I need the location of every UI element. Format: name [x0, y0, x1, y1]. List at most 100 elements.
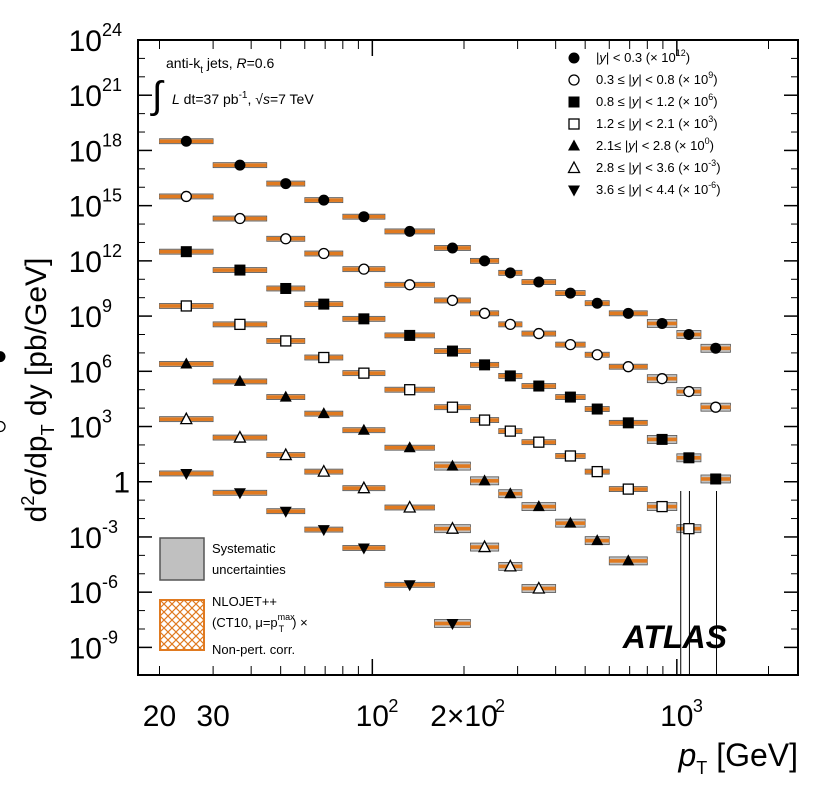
annotation-line-1: anti-kt jets, R=0.6	[166, 55, 274, 76]
data-point	[478, 474, 491, 486]
data-point	[280, 335, 292, 347]
data-point	[591, 534, 604, 546]
y-tick-label: 10	[69, 632, 102, 665]
systematic-swatch	[159, 537, 205, 581]
data-point	[591, 403, 603, 415]
data-point	[280, 282, 292, 294]
data-point	[622, 417, 634, 429]
jet-annotation: anti-kt jets, R=0.6 ∫ L dt=37 pb-1, √s=7…	[150, 55, 314, 117]
data-point	[404, 225, 416, 237]
uncertainty-legend: Systematic uncertainties NLOJET++ (CT10,…	[159, 537, 308, 657]
y-tick-exponent: 12	[102, 241, 122, 261]
data-point	[358, 263, 370, 275]
y-tick-label: 10	[69, 577, 102, 610]
data-point	[683, 328, 695, 340]
data-point	[0, 420, 6, 433]
data-point	[656, 433, 668, 445]
data-point	[533, 327, 545, 340]
data-point	[358, 367, 370, 379]
data-point	[180, 135, 192, 147]
data-point	[591, 465, 603, 478]
legend-marker	[567, 160, 581, 174]
data-point	[280, 178, 292, 190]
legend-label: 0.3 ≤ |y| < 0.8 (× 109)	[596, 70, 718, 87]
data-point	[233, 430, 247, 443]
data-point	[591, 349, 603, 361]
plot-frame	[137, 39, 799, 676]
data-point	[446, 618, 459, 630]
data-point	[710, 401, 722, 413]
x-tick-label: 20	[143, 700, 176, 733]
data-point	[656, 500, 668, 513]
data-point	[504, 487, 517, 499]
data-point	[233, 374, 246, 386]
y-tick-label: 10	[69, 135, 102, 168]
y-axis-label: d2σ/dpT dy [pb/GeV]	[18, 258, 58, 523]
theory-label-3: Non-pert. corr.	[212, 642, 295, 657]
data-point	[478, 414, 491, 426]
y-tick-exponent: -6	[102, 572, 118, 592]
data-point	[446, 459, 459, 471]
data-point	[179, 411, 193, 425]
data-point	[478, 307, 491, 319]
y-tick-exponent: 15	[102, 186, 122, 206]
systematic-label-2: uncertainties	[212, 562, 286, 577]
x-tick-exponent: 2	[388, 696, 398, 716]
data-point	[446, 345, 458, 357]
data-point	[233, 488, 246, 500]
data-point	[279, 506, 292, 518]
data-point	[564, 287, 576, 299]
data-point	[403, 580, 416, 592]
y-tick-exponent: 9	[102, 296, 112, 316]
data-point	[622, 307, 634, 319]
data-point	[234, 264, 246, 276]
data-point	[564, 516, 577, 528]
data-point	[404, 384, 416, 396]
y-tick-label: 10	[69, 80, 102, 113]
data-point	[317, 464, 331, 477]
theory-label-2: (CT10, μ=pmax T) ×	[212, 612, 308, 634]
theory-swatch	[159, 599, 205, 651]
data-point	[477, 539, 492, 553]
data-point	[317, 525, 330, 537]
data-point	[358, 313, 370, 325]
data-point	[683, 385, 695, 398]
legend-marker	[568, 74, 580, 86]
data-point	[180, 246, 192, 258]
legend-label: 3.6 ≤ |y| < 4.4 (× 10-6)	[596, 180, 721, 197]
data-point	[504, 425, 516, 437]
data-point	[591, 297, 603, 309]
data-point	[479, 359, 491, 371]
data-point	[357, 423, 370, 435]
data-point	[683, 523, 695, 535]
y-tick-exponent: 6	[102, 351, 112, 371]
systematic-label-1: Systematic	[212, 541, 276, 556]
data-point	[280, 233, 292, 245]
data-point	[317, 407, 330, 419]
data-point	[504, 370, 516, 382]
legend-marker	[568, 52, 580, 64]
integral-sign: ∫	[150, 75, 165, 117]
data-point	[656, 373, 668, 385]
data-point	[279, 390, 292, 402]
y-tick-label: 10	[69, 356, 102, 389]
data-point	[564, 391, 576, 403]
y-tick-label: 10	[69, 412, 102, 445]
data-point	[504, 318, 516, 331]
data-point	[0, 351, 6, 363]
y-tick-label: 10	[69, 301, 102, 334]
data-point	[279, 447, 293, 461]
x-tick-label: 30	[196, 700, 229, 733]
data-point	[180, 468, 193, 480]
data-point	[358, 211, 370, 223]
data-point	[357, 480, 371, 494]
data-point	[532, 581, 546, 594]
y-tick-exponent: -3	[102, 517, 118, 537]
x-axis-label: pT [GeV]	[678, 737, 799, 778]
data-point	[180, 300, 192, 312]
data-point	[357, 543, 370, 555]
data-point	[318, 351, 330, 364]
legend-label: 2.1≤ |y| < 2.8 (× 100)	[596, 136, 714, 153]
data-point	[710, 342, 722, 354]
data-point	[318, 247, 330, 260]
